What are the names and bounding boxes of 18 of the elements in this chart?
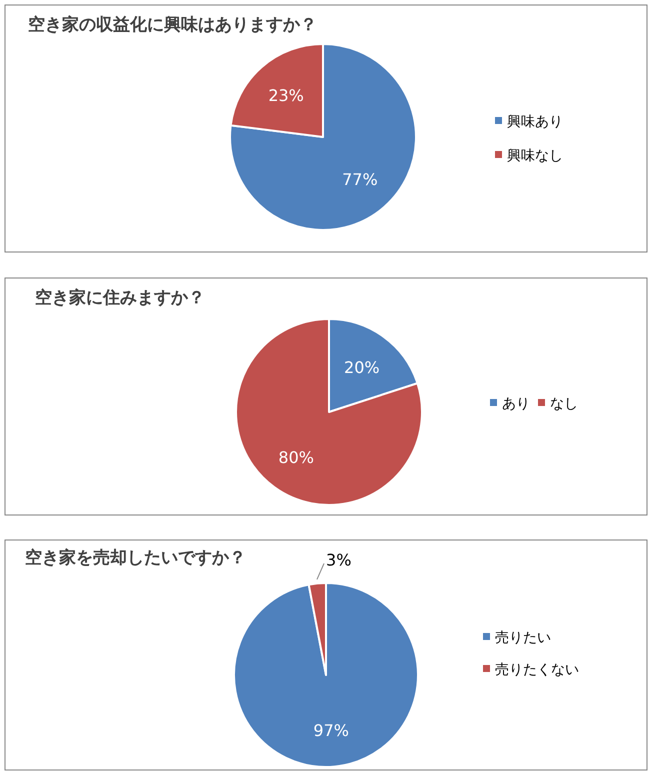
data-label: 20% <box>344 358 380 377</box>
data-label: 77% <box>342 170 378 189</box>
pie-slice <box>233 582 419 768</box>
legend-label: 売りたい <box>495 630 551 646</box>
legend-label: 興味なし <box>507 148 563 164</box>
pie-slice <box>235 318 423 506</box>
chart-title: 空き家を売却したいですか？ <box>25 548 246 568</box>
legend-label: なし <box>550 396 578 412</box>
data-label: 23% <box>268 86 304 106</box>
data-label: 3% <box>326 550 352 570</box>
legend-label: 興味あり <box>507 114 563 130</box>
chart-title: 空き家の収益化に興味はありますか？ <box>28 15 317 35</box>
data-label: 80% <box>278 448 314 468</box>
pie-slice <box>229 43 417 231</box>
legend-label: 売りたくない <box>495 662 579 678</box>
chart-title: 空き家に住みますか？ <box>35 288 205 308</box>
legend-label: あり <box>502 396 530 412</box>
data-label: 97% <box>313 720 349 740</box>
